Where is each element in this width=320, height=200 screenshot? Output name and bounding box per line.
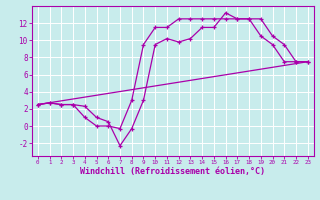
X-axis label: Windchill (Refroidissement éolien,°C): Windchill (Refroidissement éolien,°C) <box>80 167 265 176</box>
